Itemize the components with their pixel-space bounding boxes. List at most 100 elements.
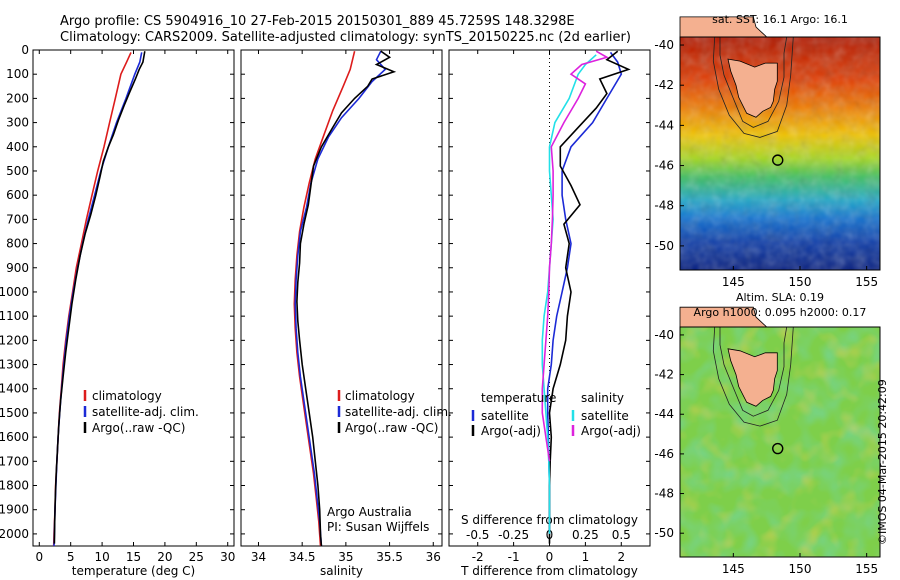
sla-map-title-line1: Altim. SLA: 0.19 bbox=[736, 291, 824, 304]
sla-map-xtick-label: 145 bbox=[722, 562, 745, 576]
difference-legend-group-salinity: salinity bbox=[581, 391, 624, 405]
sst-map-group: 145 150 155 -40 -42 -44 -46 -48 -50 bbox=[654, 16, 881, 289]
difference-legend-label: Argo(-adj) bbox=[481, 424, 541, 438]
temperature-xtick-label: 15 bbox=[126, 550, 141, 564]
salinity-xtick-label: 36 bbox=[426, 550, 441, 564]
depth-ytick-label: 400 bbox=[6, 140, 29, 154]
temperature-series-line bbox=[53, 51, 146, 544]
sla-map-ytick-label: -46 bbox=[654, 447, 674, 461]
difference-xtick-label: -1 bbox=[508, 550, 520, 564]
salinity-xtick-label: 34 bbox=[251, 550, 266, 564]
sst-map-field bbox=[680, 37, 880, 270]
difference-legend-label: Argo(-adj) bbox=[581, 424, 641, 438]
sst-map-ytick-label: -50 bbox=[654, 239, 674, 253]
sla-map-ytick-label: -44 bbox=[654, 407, 674, 421]
depth-ytick-label: 1300 bbox=[0, 358, 29, 372]
temperature-legend-label: Argo(..raw -QC) bbox=[92, 421, 185, 435]
sst-map-ytick-label: -44 bbox=[654, 118, 674, 132]
sst-texture bbox=[680, 37, 880, 270]
temperature-axes bbox=[32, 49, 235, 547]
depth-ytick-label: 1700 bbox=[0, 454, 29, 468]
difference-legend-label: satellite bbox=[481, 409, 529, 423]
sla-map-ytick-label: -48 bbox=[654, 487, 674, 501]
depth-ytick-label: 200 bbox=[6, 91, 29, 105]
temperature-legend-label: climatology bbox=[92, 389, 162, 403]
temperature-xtick-label: 10 bbox=[94, 550, 109, 564]
temperature-xtick-label: 30 bbox=[220, 550, 235, 564]
sla-map-field bbox=[680, 327, 880, 557]
salinity-legend-label: climatology bbox=[345, 389, 415, 403]
sla-map-title-line2: Argo h1000: 0.095 h2000: 0.17 bbox=[694, 306, 867, 319]
sst-map-frame bbox=[679, 36, 881, 271]
salinity-xtick-label: 35 bbox=[338, 550, 353, 564]
difference-sscale-tick-label: 0.5 bbox=[612, 528, 631, 542]
depth-ytick-label: 1400 bbox=[0, 382, 29, 396]
depth-ytick-label: 0 bbox=[21, 43, 29, 57]
temperature-xtick-label: 0 bbox=[35, 550, 43, 564]
temperature-xlabel: temperature (deg C) bbox=[72, 564, 195, 578]
sst-tasmania-land bbox=[727, 58, 778, 118]
salinity-legend-label: Argo(..raw -QC) bbox=[345, 421, 438, 435]
difference-xlabel: T difference from climatology bbox=[460, 564, 638, 578]
difference-series-line bbox=[541, 50, 609, 462]
sla-tasmania-land bbox=[727, 348, 778, 407]
salinity-axes bbox=[240, 49, 443, 547]
temperature-series-line bbox=[52, 52, 132, 547]
figure-title-line1: Argo profile: CS 5904916_10 27-Feb-2015 … bbox=[60, 14, 575, 29]
temperature-legend-label: satellite-adj. clim. bbox=[92, 405, 199, 419]
depth-ytick-label: 2000 bbox=[0, 527, 29, 541]
figure-title-line2: Climatology: CARS2009. Satellite-adjuste… bbox=[60, 30, 631, 45]
temperature-series-line bbox=[53, 52, 143, 547]
sla-argo-position-marker bbox=[772, 442, 784, 455]
salinity-annotation-pi: PI: Susan Wijffels bbox=[327, 520, 429, 534]
sst-map-xtick-label: 150 bbox=[789, 275, 812, 289]
sla-map-group: 145 150 155 -40 -42 -44 -46 -48 -50 bbox=[654, 306, 881, 576]
sst-depth-contour bbox=[712, 37, 794, 138]
depth-ytick-label: 800 bbox=[6, 237, 29, 251]
sst-map-xtick-label: 145 bbox=[722, 275, 745, 289]
salinity-xtick-label: 34.5 bbox=[289, 550, 316, 564]
difference-series-line bbox=[548, 50, 631, 544]
sla-depth-contour bbox=[719, 327, 788, 417]
difference-legend-label: satellite bbox=[581, 409, 629, 423]
salinity-xtick-label: 35.5 bbox=[376, 550, 403, 564]
depth-ytick-label: 1800 bbox=[0, 479, 29, 493]
sst-depth-contour bbox=[719, 37, 788, 128]
depth-ytick-label: 1000 bbox=[0, 285, 29, 299]
depth-ytick-label: 300 bbox=[6, 116, 29, 130]
difference-legend-group-temperature: temperature bbox=[481, 391, 556, 405]
depth-ytick-label: 1900 bbox=[0, 503, 29, 517]
salinity-legend-label: satellite-adj. clim. bbox=[345, 405, 452, 419]
depth-ytick-label: 1200 bbox=[0, 333, 29, 347]
depth-ytick-label: 600 bbox=[6, 188, 29, 202]
sst-map-xtick-label: 155 bbox=[855, 275, 878, 289]
depth-ytick-label: 900 bbox=[6, 261, 29, 275]
temperature-xtick-label: 5 bbox=[67, 550, 75, 564]
copyright-text: ©IMOS 04-Mar-2015 20:42:09 bbox=[876, 379, 889, 545]
sst-map-ytick-label: -48 bbox=[654, 199, 674, 213]
sst-map-title: sat. SST: 16.1 Argo: 16.1 bbox=[712, 13, 848, 26]
sst-argo-position-marker bbox=[772, 154, 784, 166]
sla-map-ytick-label: -40 bbox=[654, 328, 674, 342]
depth-ytick-label: 500 bbox=[6, 164, 29, 178]
depth-ytick-label: 700 bbox=[6, 212, 29, 226]
difference-xtick-label: -2 bbox=[472, 550, 484, 564]
sst-map-ytick-label: -40 bbox=[654, 38, 674, 52]
depth-ytick-label: 1600 bbox=[0, 430, 29, 444]
sst-map-ytick-label: -46 bbox=[654, 159, 674, 173]
sla-map-ytick-label: -42 bbox=[654, 368, 674, 382]
sla-map-xtick-label: 155 bbox=[855, 562, 878, 576]
difference-series-line bbox=[546, 51, 623, 534]
salinity-series-line bbox=[294, 50, 387, 547]
temperature-xtick-label: 25 bbox=[189, 550, 204, 564]
depth-ytick-label: 1500 bbox=[0, 406, 29, 420]
sla-depth-contour bbox=[712, 327, 794, 427]
temperature-xtick-label: 20 bbox=[157, 550, 172, 564]
sla-map-ytick-label: -50 bbox=[654, 526, 674, 540]
depth-ytick-label: 1100 bbox=[0, 309, 29, 323]
salinity-xlabel: salinity bbox=[320, 564, 363, 578]
sla-map-xtick-label: 150 bbox=[789, 562, 812, 576]
difference-xtick-label: 2 bbox=[617, 550, 625, 564]
difference-sscale-tick-label: -0.25 bbox=[498, 528, 529, 542]
